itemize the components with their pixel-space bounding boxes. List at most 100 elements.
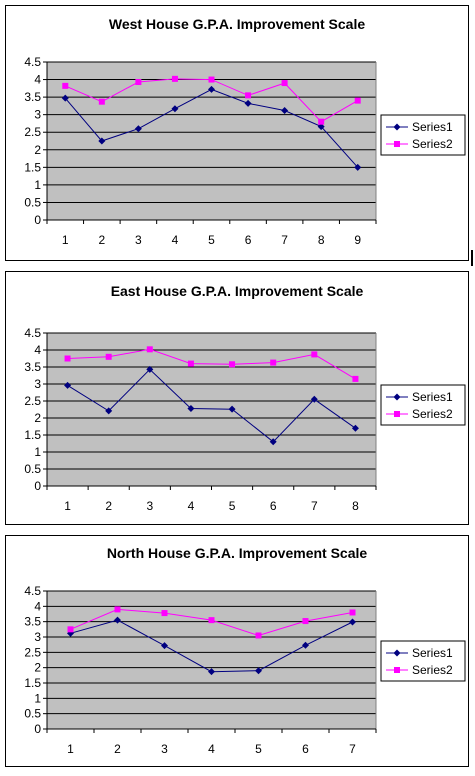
legend-label: Series1 [412, 120, 453, 134]
y-tick-label: 0.5 [24, 195, 41, 209]
series1-point [281, 106, 289, 114]
series2-point [245, 92, 252, 99]
series1-point [310, 395, 318, 403]
plot-area [47, 591, 376, 729]
series2-point [281, 80, 288, 87]
series1-point [269, 438, 277, 446]
y-tick-label: 4.5 [24, 55, 41, 69]
y-tick-label: 1.5 [24, 676, 41, 690]
y-tick-label: 0.5 [24, 462, 41, 476]
divider-mark [471, 250, 473, 266]
x-tick-label: 4 [172, 233, 179, 247]
x-tick-label: 6 [245, 233, 252, 247]
x-tick-label: 2 [98, 233, 105, 247]
x-tick-label: 6 [270, 499, 277, 513]
x-tick-label: 5 [255, 742, 262, 756]
y-tick-label: 4 [34, 73, 41, 87]
y-tick-label: 3.5 [24, 90, 41, 104]
x-tick-label: 5 [208, 233, 215, 247]
series2-point [146, 346, 153, 353]
y-tick-label: 3.5 [24, 615, 41, 629]
y-tick-label: 1.5 [24, 160, 41, 174]
y-tick-label: 4.5 [24, 584, 41, 598]
legend-box [380, 384, 466, 426]
series2-point [229, 361, 236, 368]
series2-point [311, 351, 318, 358]
legend-label: Series2 [412, 407, 453, 421]
y-tick-label: 1 [34, 178, 41, 192]
y-tick-label: 2 [34, 661, 41, 675]
y-tick-label: 1 [34, 445, 41, 459]
y-tick-label: 3 [34, 630, 41, 644]
y-tick-label: 0 [34, 213, 41, 227]
legend-marker [394, 667, 400, 673]
legend-marker [394, 411, 400, 417]
y-tick-label: 3 [34, 108, 41, 122]
x-tick-label: 2 [114, 742, 121, 756]
chart-title: North House G.P.A. Improvement Scale [106, 545, 368, 561]
series2-point [208, 76, 215, 83]
series2-point [114, 606, 121, 613]
y-tick-label: 3.5 [24, 360, 41, 374]
legend-marker [393, 649, 401, 657]
series2-point [64, 355, 71, 362]
x-tick-label: 8 [352, 499, 359, 513]
series2-point [67, 626, 74, 633]
x-tick-label: 1 [67, 742, 74, 756]
x-tick-label: 3 [135, 233, 142, 247]
series-line-1 [67, 368, 356, 443]
chart-west-house: West House G.P.A. Improvement Scale 0 0.5… [5, 5, 469, 261]
series2-point [187, 360, 194, 367]
legend-marker [393, 123, 401, 131]
series1-point [146, 365, 154, 373]
x-tick-label: 3 [161, 742, 168, 756]
series2-point [318, 118, 325, 125]
series1-point [161, 642, 168, 650]
plot-area [47, 62, 376, 220]
chart-title: West House G.P.A. Improvement Scale [108, 16, 366, 32]
series1-point [317, 123, 325, 131]
y-tick-label: 2.5 [24, 125, 41, 139]
series1-point [349, 618, 356, 626]
series2-point [270, 359, 277, 366]
chart-north-house: North House G.P.A. Improvement Scale 0 0.… [5, 535, 469, 767]
series1-point [61, 94, 69, 102]
series-line-2 [67, 348, 356, 380]
east-house-plot: 0 0.5 1 1.5 2 2.5 3 3.5 4 4.5 1 2 3 4 5 6 7 8 Series1 Serie… [24, 326, 466, 513]
series1-point [255, 667, 262, 675]
x-tick-label: 8 [318, 233, 325, 247]
series1-point [64, 381, 72, 389]
x-tick-label: 7 [349, 742, 356, 756]
y-tick-label: 2.5 [24, 394, 41, 408]
y-tick-label: 0.5 [24, 707, 41, 721]
series2-point [105, 353, 112, 360]
series2-point [161, 610, 168, 617]
chart-title: East House G.P.A. Improvement Scale [110, 283, 364, 299]
x-tick-label: 1 [64, 499, 71, 513]
series2-point [98, 98, 105, 105]
legend-label: Series2 [412, 663, 453, 677]
y-tick-label: 4 [34, 343, 41, 357]
y-tick-label: 1.5 [24, 428, 41, 442]
series2-point [135, 79, 142, 86]
series1-point [134, 125, 142, 133]
legend-box [380, 114, 466, 156]
series2-point [302, 618, 309, 625]
y-tick-label: 3 [34, 377, 41, 391]
series1-point [351, 424, 359, 432]
x-tick-label: 4 [188, 499, 195, 513]
series2-point [208, 617, 215, 624]
series2-point [349, 609, 356, 616]
x-tick-label: 7 [311, 499, 318, 513]
y-tick-label: 1 [34, 691, 41, 705]
series2-point [352, 375, 359, 382]
x-tick-label: 9 [354, 233, 361, 247]
y-tick-label: 4.5 [24, 326, 41, 340]
x-tick-label: 2 [105, 499, 112, 513]
series1-point [208, 85, 215, 93]
legend-marker [393, 393, 401, 401]
chart-east-house: East House G.P.A. Improvement Scale 0 0.5… [5, 271, 469, 525]
series1-point [105, 407, 113, 415]
series2-point [255, 632, 262, 639]
y-tick-label: 0 [34, 722, 41, 736]
